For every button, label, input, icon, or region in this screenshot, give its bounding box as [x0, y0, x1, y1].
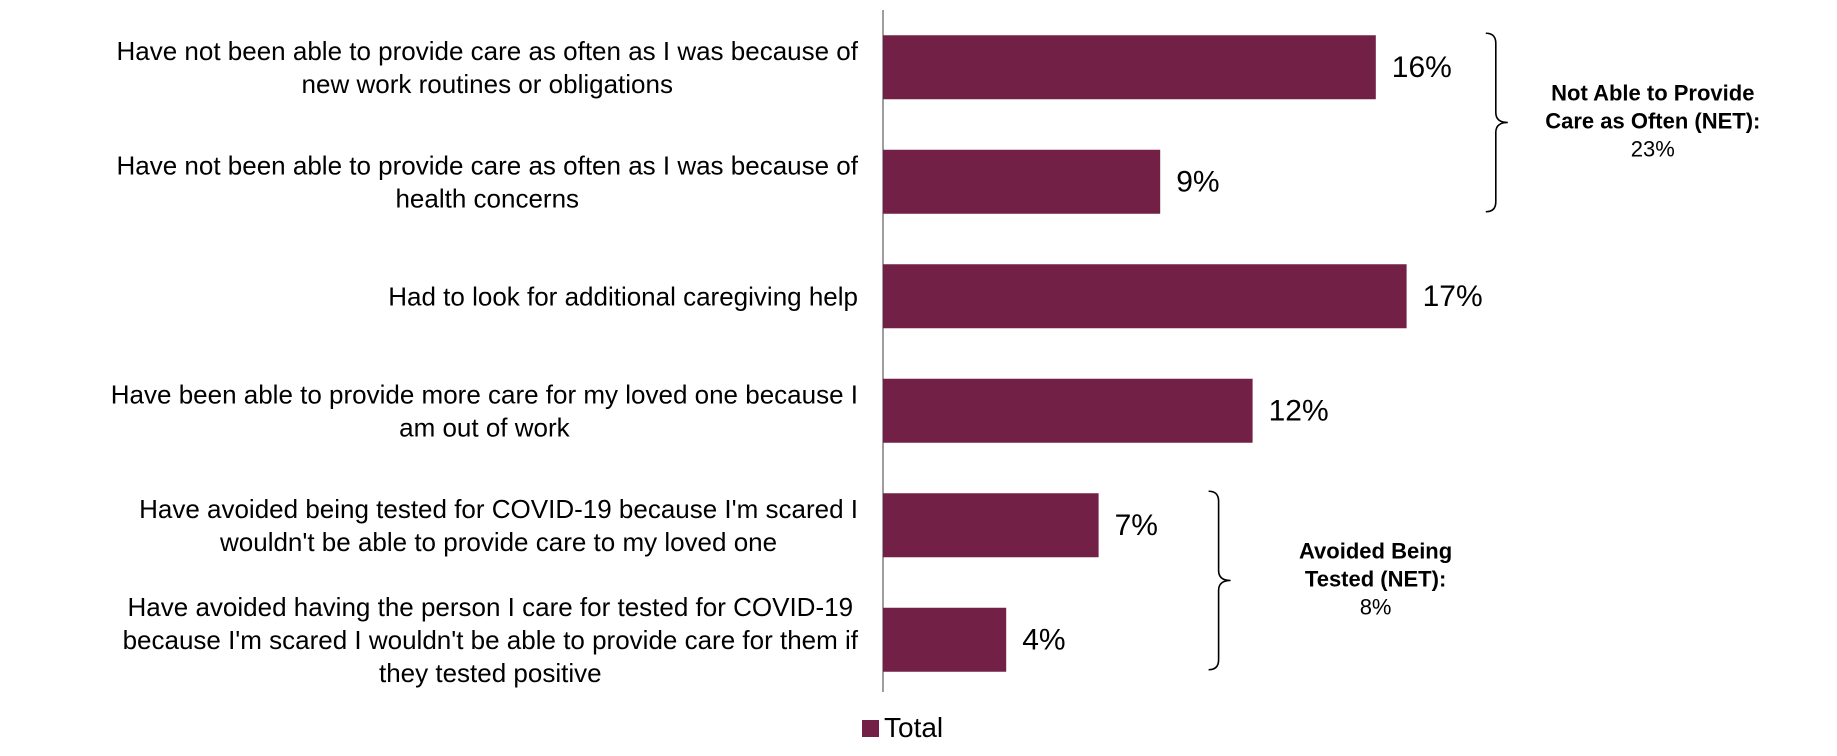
bar-2: [883, 149, 1161, 214]
value-label-1: 16%: [1392, 51, 1452, 84]
category-label-6-line-1: Have avoided having the person I care fo…: [128, 592, 854, 622]
category-label-1-line-2: new work routines or obligations: [302, 69, 673, 99]
net-annotation-2-title-line-1: Avoided Being: [1299, 538, 1452, 563]
value-labels-group: 16% 9% 17% 12% 7% 4%: [1022, 51, 1482, 657]
value-label-5: 7%: [1115, 509, 1158, 542]
category-label-6-line-2: because I'm scared I wouldn't be able to…: [123, 625, 859, 655]
legend-swatch-total: [862, 719, 879, 737]
net-annotations-group: Not Able to Provide Care as Often (NET): 2…: [1208, 32, 1760, 671]
legend-label-total: Total: [884, 712, 944, 743]
category-label-6-line-3: they tested positive: [379, 658, 602, 688]
bars-group: [883, 35, 1407, 672]
value-label-6: 4%: [1022, 623, 1065, 656]
category-label-2-line-1: Have not been able to provide care as of…: [117, 150, 859, 180]
category-label-2-line-2: health concerns: [395, 183, 579, 213]
net-brace-2: [1208, 490, 1231, 671]
category-labels-group: Have not been able to provide care as of…: [111, 36, 859, 688]
category-label-3: Had to look for additional caregiving he…: [388, 281, 858, 311]
category-label-4-line-1: Have been able to provide more care for …: [111, 379, 858, 409]
net-brace-1: [1485, 32, 1508, 213]
net-annotation-2-title-line-2: Tested (NET):: [1305, 566, 1446, 591]
net-annotation-1-title-line-2: Care as Often (NET):: [1545, 108, 1760, 133]
net-annotation-2-value: 8%: [1360, 594, 1392, 619]
category-label-5-line-2: wouldn't be able to provide care to my l…: [219, 527, 777, 557]
value-label-4: 12%: [1269, 394, 1329, 427]
net-annotation-2: Avoided Being Tested (NET): 8%: [1299, 538, 1452, 619]
category-label-1-line-1: Have not been able to provide care as of…: [117, 36, 859, 66]
category-label-6: Have avoided having the person I care fo…: [123, 592, 859, 688]
category-label-5-line-1: Have avoided being tested for COVID-19 b…: [139, 494, 858, 524]
net-annotation-1-title-line-1: Not Able to Provide: [1551, 80, 1754, 105]
value-label-2: 9%: [1176, 165, 1219, 198]
bar-1: [883, 35, 1376, 100]
category-label-5: Have avoided being tested for COVID-19 b…: [139, 494, 858, 557]
bar-4: [883, 378, 1253, 443]
category-label-2: Have not been able to provide care as of…: [117, 150, 859, 213]
bar-5: [883, 493, 1099, 558]
value-label-3: 17%: [1423, 280, 1483, 313]
legend: Total: [862, 711, 943, 745]
net-annotation-1-value: 23%: [1631, 136, 1675, 161]
category-label-4-line-2: am out of work: [399, 412, 571, 442]
category-label-1: Have not been able to provide care as of…: [117, 36, 859, 99]
category-label-3-line-1: Had to look for additional caregiving he…: [388, 281, 858, 311]
net-annotation-1: Not Able to Provide Care as Often (NET): 2…: [1545, 80, 1760, 161]
bar-3: [883, 264, 1407, 329]
bar-6: [883, 607, 1007, 672]
category-label-4: Have been able to provide more care for …: [111, 379, 858, 442]
